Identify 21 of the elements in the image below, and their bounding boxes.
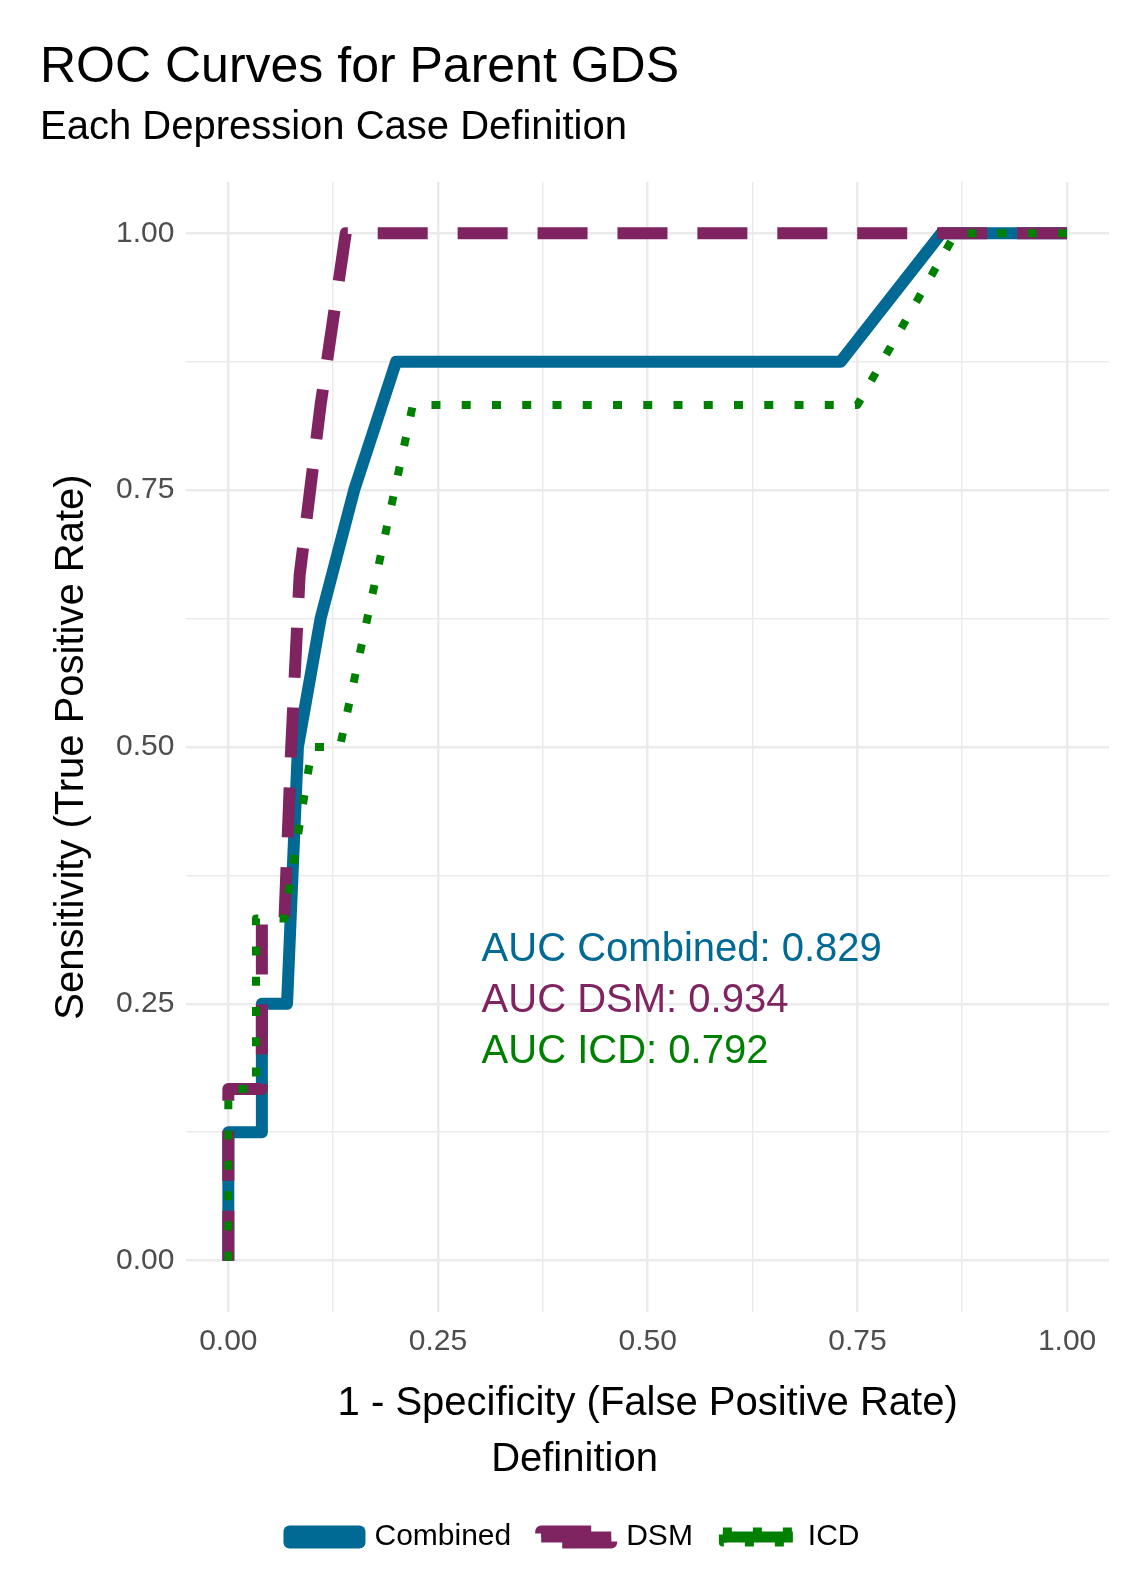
y-tick-label: 0.75: [116, 471, 175, 505]
y-tick-label: 1.00: [116, 214, 175, 248]
x-tick-label: 0.75: [828, 1323, 887, 1357]
x-tick-label: 0.00: [199, 1323, 258, 1357]
y-axis-title: Sensitivity (True Positive Rate): [47, 474, 92, 1020]
x-axis-title: 1 - Specificity (False Positive Rate): [337, 1379, 958, 1424]
x-tick-label: 0.50: [618, 1323, 677, 1357]
legend-title: Definition: [491, 1435, 658, 1480]
chart-title: ROC Curves for Parent GDS: [40, 36, 680, 93]
x-tick-label: 0.25: [408, 1323, 468, 1357]
legend-label: ICD: [807, 1518, 860, 1552]
annotation: AUC Combined: 0.829: [481, 925, 882, 970]
y-tick-label: 0.25: [116, 985, 175, 1019]
y-tick-label: 0.50: [116, 728, 175, 762]
chart-subtitle: Each Depression Case Definition: [40, 103, 627, 148]
x-tick-label: 1.00: [1037, 1323, 1097, 1357]
legend-label: DSM: [626, 1518, 693, 1552]
legend-label: Combined: [374, 1518, 512, 1552]
y-tick-label: 0.00: [116, 1241, 175, 1275]
annotation: AUC DSM: 0.934: [481, 976, 789, 1021]
annotation: AUC ICD: 0.792: [481, 1027, 769, 1072]
